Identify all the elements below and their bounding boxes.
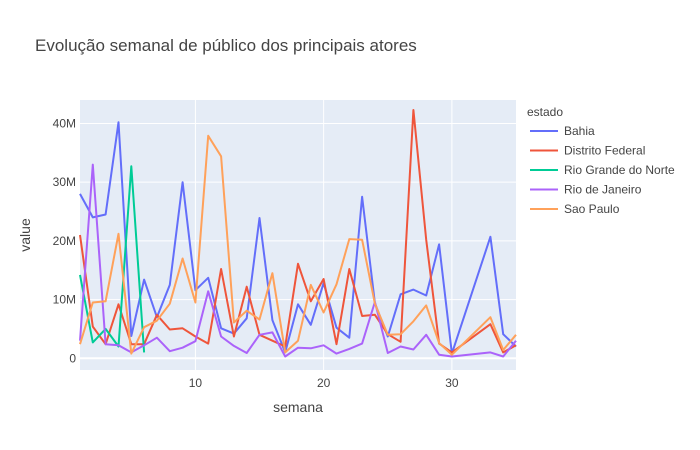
legend[interactable]: estado Bahia Distrito Federal Rio Grande d… bbox=[527, 105, 675, 216]
chart-title: Evolução semanal de público dos principa… bbox=[35, 36, 417, 55]
legend-label: Bahia bbox=[564, 124, 595, 138]
x-axis-title: semana bbox=[273, 399, 323, 415]
y-tick-label: 0 bbox=[69, 351, 76, 365]
series-lines bbox=[79, 109, 517, 358]
legend-label: Sao Paulo bbox=[564, 202, 620, 216]
legend-item-rio-de-janeiro[interactable]: Rio de Janeiro bbox=[530, 183, 642, 197]
legend-label: Rio Grande do Norte bbox=[564, 163, 675, 177]
legend-item-rio-grande-do-norte[interactable]: Rio Grande do Norte bbox=[530, 163, 675, 177]
x-tick-label: 10 bbox=[189, 376, 203, 390]
legend-title: estado bbox=[527, 105, 563, 119]
x-tick-label: 30 bbox=[445, 376, 459, 390]
x-tick-labels: 10 20 30 bbox=[189, 376, 459, 390]
legend-item-sao-paulo[interactable]: Sao Paulo bbox=[530, 202, 620, 216]
legend-item-bahia[interactable]: Bahia bbox=[530, 124, 595, 138]
y-tick-label: 10M bbox=[53, 293, 76, 307]
series-line-sao-paulo bbox=[79, 134, 517, 356]
legend-item-distrito-federal[interactable]: Distrito Federal bbox=[530, 144, 645, 158]
plot-background bbox=[80, 100, 516, 370]
legend-label: Distrito Federal bbox=[564, 144, 645, 158]
legend-label: Rio de Janeiro bbox=[564, 183, 642, 197]
y-tick-label: 30M bbox=[53, 175, 76, 189]
y-tick-labels: 0 10M 20M 30M 40M bbox=[53, 116, 77, 365]
series-line-rio-de-janeiro bbox=[79, 163, 517, 358]
series-line-rio-grande-do-norte bbox=[79, 165, 146, 353]
gridlines bbox=[80, 100, 516, 370]
y-tick-label: 20M bbox=[53, 234, 76, 248]
x-tick-label: 20 bbox=[317, 376, 331, 390]
y-tick-label: 40M bbox=[53, 116, 76, 130]
y-axis-title: value bbox=[17, 218, 33, 252]
